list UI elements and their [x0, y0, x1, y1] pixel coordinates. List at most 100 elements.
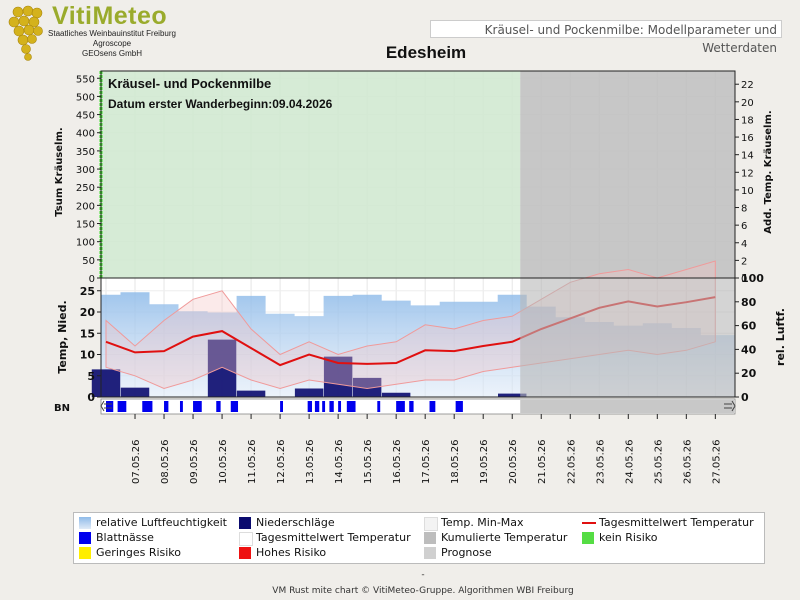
precipitation-bar — [352, 377, 382, 397]
legend-swatch — [239, 517, 251, 529]
upper-left-tick-label: 500 — [76, 92, 95, 103]
page-title: Kräusel- und Pockenmilbe: Modellparamete… — [430, 20, 782, 55]
precipitation-bar — [120, 387, 150, 397]
legend-swatch — [79, 547, 91, 559]
legend-swatch — [79, 532, 91, 544]
upper-left-tick-label: 400 — [76, 129, 95, 140]
no-risk-area — [101, 71, 521, 278]
precipitation-bar — [498, 393, 527, 397]
lower-left-tick-label: 0 — [87, 391, 95, 404]
upper-right-tick-label: 0 — [741, 274, 747, 285]
leaf-wetness-segment — [338, 401, 342, 412]
leaf-wetness-segment — [164, 401, 169, 412]
legend-swatch — [582, 532, 594, 544]
bn-label: BN — [54, 403, 70, 414]
legend-label: Tagesmittelwert Temperatur — [256, 531, 411, 544]
leaf-wetness-segment — [216, 401, 221, 412]
lower-ylabel-right: rel. Luftf. — [774, 308, 787, 366]
x-tick-label: 14.05.26 — [334, 439, 345, 484]
org-line-2: Agroscope — [92, 39, 132, 48]
legend-label: relative Luftfeuchtigkeit — [96, 516, 227, 529]
forecast-area-upper — [520, 71, 735, 278]
precipitation-bar — [294, 388, 324, 397]
lower-ylabel-left: Temp, Nied. — [56, 300, 69, 373]
brand-name: VitiMeteo — [52, 2, 168, 30]
x-tick-label: 20.05.26 — [508, 439, 519, 484]
x-tick-label: 21.05.26 — [537, 439, 548, 484]
leaf-wetness-segment — [429, 401, 436, 412]
x-tick-label: 24.05.26 — [624, 439, 635, 484]
x-tick-label: 07.05.26 — [131, 439, 142, 484]
precipitation-bar — [236, 390, 266, 397]
upper-right-tick-label: 20 — [741, 98, 754, 109]
x-tick-label: 09.05.26 — [189, 439, 200, 484]
x-tick-label: 15.05.26 — [363, 439, 374, 484]
leaf-wetness-segment — [106, 401, 114, 412]
precipitation-bar — [91, 369, 121, 397]
upper-annotation-date: Datum erster Wanderbeginn:09.04.2026 — [108, 97, 333, 111]
upper-right-tick-label: 2 — [741, 256, 747, 267]
lower-left-tick-label: 5 — [87, 370, 95, 383]
upper-left-tick-label: 200 — [76, 201, 95, 212]
upper-annotation-title: Kräusel- und Pockenmilbe — [108, 76, 271, 91]
leaf-wetness-segment — [396, 401, 405, 412]
upper-right-tick-label: 8 — [741, 204, 747, 215]
lower-left-tick-label: 10 — [80, 349, 96, 362]
upper-ylabel-left: Tsum Kräuselm. — [54, 127, 65, 216]
leaf-wetness-segment — [377, 401, 381, 412]
lower-right-tick-label: 60 — [741, 320, 757, 333]
footer-dash: - — [421, 570, 425, 580]
leaf-wetness-segment — [409, 401, 414, 412]
legend-label: Tagesmittelwert Temperatur — [599, 516, 754, 529]
x-tick-label: 11.05.26 — [247, 439, 258, 484]
upper-right-tick-label: 18 — [741, 115, 754, 126]
org-line-1: Staatliches Weinbauinstitut Freiburg — [48, 29, 176, 38]
x-tick-label: 10.05.26 — [218, 439, 229, 484]
leaf-wetness-segment — [307, 401, 313, 412]
rust-mite-chart: Kräusel- und Pockenmilbe Datum erster Wa… — [54, 70, 787, 484]
lower-right-tick-label: 20 — [741, 367, 757, 380]
bn-scroll-left-icon[interactable] — [100, 400, 112, 412]
leaf-wetness-segment — [230, 401, 239, 412]
legend-swatch — [424, 547, 436, 559]
grape-icon — [8, 5, 43, 61]
leaf-wetness-segment — [117, 401, 127, 412]
upper-right-tick-label: 6 — [741, 221, 747, 232]
upper-right-tick-label: 14 — [741, 151, 754, 162]
x-tick-label: 17.05.26 — [421, 439, 432, 484]
leaf-wetness-segment — [193, 401, 202, 412]
leaf-wetness-segment — [455, 401, 463, 412]
legend-swatch — [424, 517, 438, 531]
upper-left-tick-label: 350 — [76, 147, 95, 158]
legend-swatch — [239, 547, 251, 559]
footer-credit: VM Rust mite chart © VitiMeteo-Gruppe. A… — [272, 586, 574, 596]
legend-swatch — [239, 532, 253, 546]
leaf-wetness-segment — [280, 401, 283, 412]
precipitation-bar — [207, 339, 237, 397]
legend-label: kein Risiko — [599, 531, 658, 544]
upper-right-tick-label: 22 — [741, 80, 754, 91]
upper-left-tick-label: 100 — [76, 238, 95, 249]
x-tick-label: 18.05.26 — [450, 439, 461, 484]
x-tick-label: 19.05.26 — [479, 439, 490, 484]
leaf-wetness-segment — [142, 401, 153, 412]
upper-ylabel-right: Add. Temp. Kräuselm. — [763, 110, 774, 233]
station-title: Edesheim — [385, 43, 467, 62]
org-line-3: GEOsens GmbH — [81, 49, 142, 58]
upper-left-tick-label: 550 — [76, 74, 95, 85]
bn-forecast-area — [520, 400, 734, 413]
lower-right-tick-label: 80 — [741, 296, 757, 309]
leaf-wetness-segment — [329, 401, 334, 412]
leaf-wetness-segment — [314, 401, 320, 412]
upper-right-tick-label: 16 — [741, 133, 754, 144]
bn-scroll-right-icon[interactable] — [724, 400, 736, 412]
lower-right-tick-label: 40 — [741, 343, 757, 356]
upper-left-tick-label: 0 — [89, 274, 95, 285]
leaf-wetness-segment — [179, 401, 183, 412]
lower-right-tick-label: 100 — [741, 272, 764, 285]
upper-left-tick-label: 300 — [76, 165, 95, 176]
precipitation-bar — [381, 392, 411, 397]
legend-label: Prognose — [441, 546, 492, 559]
upper-left-tick-label: 250 — [76, 183, 95, 194]
lower-left-tick-label: 25 — [80, 285, 95, 298]
